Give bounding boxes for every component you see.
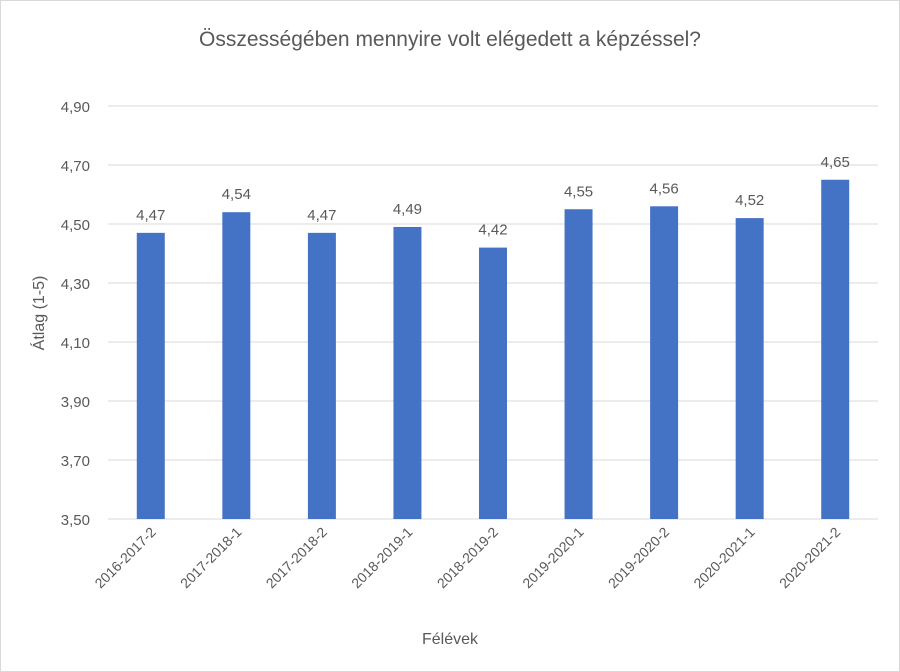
x-axis-title: Félévek: [422, 631, 479, 648]
y-axis-title: Átlag (1-5): [29, 276, 48, 351]
bar: [307, 232, 336, 519]
bar: [650, 206, 679, 520]
y-tick-label: 3,50: [61, 512, 90, 529]
y-tick-label: 3,90: [61, 394, 90, 411]
bars: [136, 179, 850, 520]
y-tick-label: 4,10: [61, 335, 90, 352]
bar: [222, 212, 251, 519]
data-label: 4,54: [222, 186, 251, 203]
y-tick-label: 4,90: [61, 99, 90, 116]
y-tick-label: 4,70: [61, 158, 90, 175]
bar: [564, 209, 593, 519]
bar: [393, 226, 422, 519]
data-label: 4,47: [136, 207, 165, 224]
x-tick-labels: 2016-2017-2 2017-2018-1 2017-2018-2 2018-20…: [91, 524, 843, 592]
data-label: 4,55: [564, 183, 593, 200]
x-tick-label: 2018-2019-2: [434, 524, 502, 592]
data-label: 4,47: [307, 207, 336, 224]
bar: [136, 232, 165, 519]
bar: [735, 218, 764, 519]
x-tick-label: 2017-2018-1: [177, 524, 245, 592]
y-tick-label: 3,70: [61, 453, 90, 470]
data-label: 4,42: [478, 222, 507, 239]
y-tick-label: 4,30: [61, 276, 90, 293]
x-tick-label: 2017-2018-2: [263, 524, 331, 592]
bar: [821, 179, 850, 519]
x-tick-label: 2020-2021-1: [690, 524, 758, 592]
data-labels: 4,47 4,54 4,47 4,49 4,42 4,55 4,56 4,52 4,65: [136, 154, 850, 239]
chart-title: Összességében mennyire volt elégedett a …: [199, 28, 701, 51]
y-tick-label: 4,50: [61, 217, 90, 234]
data-label: 4,49: [393, 201, 422, 218]
y-tick-labels: 3,50 3,70 3,90 4,10 4,30 4,50 4,70 4,90: [61, 99, 90, 529]
x-tick-label: 2018-2019-1: [348, 524, 416, 592]
bar: [479, 247, 507, 519]
x-tick-label: 2019-2020-1: [519, 524, 587, 592]
data-label: 4,52: [735, 192, 764, 209]
x-tick-label: 2016-2017-2: [91, 524, 159, 592]
x-tick-label: 2020-2021-2: [776, 524, 844, 592]
x-tick-label: 2019-2020-2: [605, 524, 673, 592]
data-label: 4,65: [821, 154, 850, 171]
data-label: 4,56: [650, 180, 679, 197]
